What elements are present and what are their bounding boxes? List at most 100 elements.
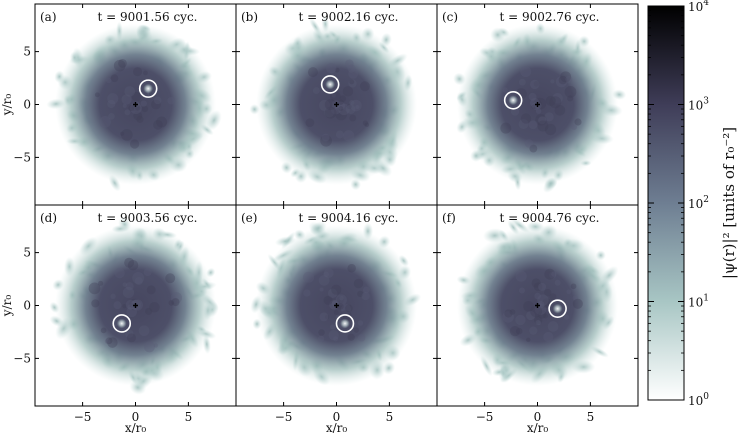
density-mottle — [122, 282, 128, 287]
density-mottle — [323, 271, 329, 278]
density-mottle — [543, 331, 554, 343]
density-mottle — [107, 93, 119, 105]
density-mottle — [132, 103, 140, 112]
density-mottle — [312, 87, 320, 95]
density-mottle — [334, 67, 340, 73]
vortex-marker-circle — [138, 79, 158, 98]
density-mottle — [127, 304, 134, 310]
density-mottle — [530, 79, 540, 90]
density-mottle — [534, 292, 541, 300]
density-mottle — [318, 329, 325, 336]
density-mottle — [318, 274, 330, 286]
vortex-core — [339, 318, 350, 329]
density-mottle — [99, 116, 111, 128]
panel-label: (a) — [40, 10, 57, 24]
density-mottle — [140, 100, 147, 107]
density-mottle — [362, 120, 368, 126]
x-axis-label: x/r₀ — [527, 421, 549, 435]
density-mottle — [520, 113, 532, 124]
center-marker — [334, 303, 339, 308]
density-mottle — [329, 91, 341, 102]
panel-a: (a) t = 9001.56 cyc. — [34, 3, 237, 206]
density-mottle — [530, 305, 543, 318]
colorbar-tick-label: 103 — [688, 97, 709, 113]
density-mottle — [544, 123, 557, 136]
density-mottle — [331, 93, 336, 98]
density-mottle — [574, 118, 582, 126]
colorbar-tick-label: 100 — [688, 392, 709, 408]
density-mottle — [357, 320, 364, 326]
density-mottle — [317, 335, 325, 342]
density-mottle — [120, 131, 125, 136]
density-mottle — [124, 257, 135, 268]
density-mottle — [526, 310, 536, 321]
x-tick-label: 0 — [132, 410, 140, 424]
density-mottle — [524, 139, 534, 148]
y-tick-label: −5 — [13, 351, 31, 365]
density-mottle — [359, 81, 370, 92]
center-marker — [535, 102, 540, 107]
density-mottle — [145, 307, 153, 315]
density-mottle — [346, 104, 352, 110]
density-mottle — [347, 333, 355, 341]
density-mottle — [333, 310, 339, 315]
density-mottle — [127, 259, 139, 271]
vortex-core — [552, 303, 563, 314]
density-mottle — [348, 79, 357, 88]
density-mottle — [113, 301, 122, 310]
density-mottle — [143, 341, 155, 353]
density-mottle — [543, 313, 549, 319]
density-mottle — [538, 282, 547, 291]
density-mottle — [136, 115, 144, 123]
density-mottle — [349, 79, 355, 85]
density-mottle — [531, 104, 537, 110]
density-mottle — [106, 77, 112, 84]
density-mottle — [319, 312, 329, 322]
x-tick-label: −5 — [275, 410, 293, 424]
density-mottle — [325, 63, 337, 74]
density-mottle — [534, 102, 542, 110]
density-mottle — [518, 78, 526, 86]
density-mottle — [88, 282, 101, 295]
panel-d: (d) t = 9003.56 cyc. — [34, 204, 237, 407]
x-axis-label: x/r₀ — [326, 421, 348, 435]
density-mottle — [113, 59, 126, 72]
density-mottle — [122, 304, 127, 309]
density-mottle — [549, 271, 557, 279]
panel-label: (b) — [241, 10, 258, 24]
panel-b: (b) t = 9002.16 cyc. — [235, 3, 438, 206]
density-mottle — [165, 273, 176, 284]
panel-label: (f) — [442, 211, 456, 225]
density-mottle — [153, 119, 163, 130]
density-mottle — [124, 86, 136, 97]
density-mottle — [107, 337, 118, 348]
density-mottle — [307, 67, 318, 78]
y-tick-label: 5 — [23, 45, 31, 59]
density-mottle — [572, 295, 578, 301]
density-mottle — [533, 81, 540, 87]
density-mottle — [567, 95, 574, 102]
density-mottle — [324, 315, 330, 320]
y-axis-label: y/r₀ — [0, 94, 14, 117]
density-mottle — [364, 122, 370, 127]
density-mottle — [504, 309, 513, 318]
density-mottle — [168, 300, 175, 306]
density-mottle — [348, 68, 359, 79]
y-tick-label: 0 — [23, 98, 31, 112]
density-mottle — [121, 129, 133, 141]
density-mottle — [110, 74, 119, 83]
density-mottle — [126, 306, 138, 318]
density-mottle — [538, 116, 547, 125]
density-mottle — [518, 287, 525, 294]
vortex-marker-circle — [112, 314, 132, 333]
density-mottle — [305, 118, 315, 128]
density-mottle — [537, 294, 549, 306]
density-mottle — [528, 92, 537, 101]
density-mottle — [549, 96, 562, 109]
density-mottle — [303, 271, 315, 283]
density-mottle — [518, 118, 529, 130]
density-mottle — [132, 271, 145, 284]
density-mottle — [515, 314, 526, 326]
density-mottle — [554, 104, 566, 116]
density-mottle — [167, 97, 175, 105]
